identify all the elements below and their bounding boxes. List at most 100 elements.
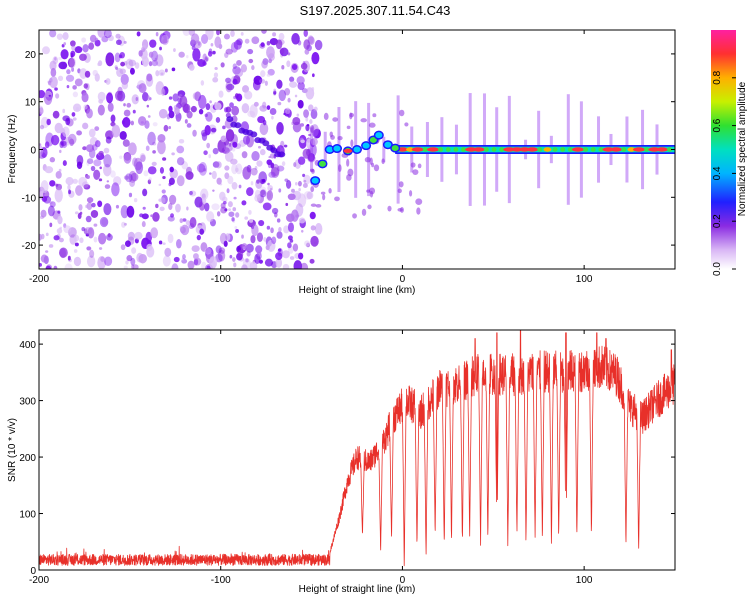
noise-speckle: [155, 70, 160, 77]
noise-speckle: [277, 248, 282, 252]
noise-speckle: [247, 48, 254, 55]
signal-hotspot: [583, 147, 589, 152]
noise-speckle: [128, 59, 137, 67]
noise-speckle: [232, 63, 237, 70]
signal-speckle: [332, 117, 339, 122]
snr-ytick-label: 200: [19, 453, 36, 464]
noise-speckle: [139, 213, 144, 218]
noise-speckle: [155, 31, 159, 37]
snr-xtick-label: 0: [400, 575, 406, 586]
noise-speckle: [94, 73, 100, 82]
noise-speckle: [82, 44, 89, 53]
noise-speckle: [99, 166, 102, 170]
noise-speckle: [125, 260, 129, 265]
noise-speckle: [168, 125, 172, 130]
noise-speckle: [199, 228, 205, 235]
noise-speckle: [145, 145, 150, 152]
transition-inner: [326, 146, 334, 153]
noise-speckle: [111, 124, 121, 138]
spectrogram-ytick-label: 10: [25, 98, 37, 109]
noise-speckle: [114, 52, 121, 63]
noise-speckle: [62, 61, 67, 70]
noise-speckle: [188, 64, 195, 71]
noise-speckle: [266, 41, 271, 46]
noise-speckle: [215, 245, 222, 254]
noise-speckle: [85, 175, 90, 180]
signal-speckle: [310, 203, 317, 207]
snr-frame: [38, 329, 676, 571]
noise-speckle: [306, 191, 314, 200]
noise-speckle: [268, 58, 272, 64]
noise-speckle: [131, 247, 137, 254]
noise-speckle: [266, 105, 271, 110]
noise-speckle: [175, 203, 181, 213]
noise-trace: [234, 122, 242, 129]
noise-speckle: [222, 125, 226, 130]
colorbar-label: Normalized spectral amplitude: [737, 81, 748, 216]
noise-speckle: [275, 39, 283, 50]
noise-speckle: [115, 66, 119, 70]
noise-speckle: [285, 179, 292, 189]
noise-speckle: [275, 252, 283, 261]
noise-speckle: [306, 123, 310, 127]
noise-speckle: [291, 209, 299, 222]
noise-speckle: [120, 205, 129, 219]
noise-speckle: [45, 250, 49, 253]
signal-speckle: [330, 135, 335, 140]
noise-speckle: [114, 90, 123, 101]
noise-speckle: [256, 160, 263, 167]
signal-hotspot: [627, 147, 636, 152]
noise-speckle: [86, 246, 92, 251]
noise-speckle: [100, 256, 105, 262]
noise-speckle: [123, 40, 127, 44]
noise-speckle: [49, 222, 53, 228]
noise-speckle: [81, 92, 89, 103]
noise-speckle: [57, 215, 63, 225]
colorbar: 0.0 0.2 0.4 0.6 0.8 Normalized spectral ampl…: [711, 30, 748, 276]
signal-speckle: [417, 163, 422, 169]
snr-series-line: [39, 330, 675, 567]
noise-speckle: [84, 70, 91, 78]
noise-speckle: [146, 243, 153, 251]
noise-speckle: [312, 128, 321, 139]
noise-speckle: [214, 66, 218, 70]
noise-speckle: [49, 60, 57, 71]
signal-speckle: [328, 188, 332, 194]
noise-speckle: [242, 166, 252, 180]
noise-speckle: [159, 167, 165, 174]
noise-speckle: [278, 227, 282, 233]
noise-speckle: [133, 157, 143, 171]
colorbar-ticks: 0.0 0.2 0.4 0.6 0.8: [712, 70, 736, 276]
noise-speckle: [86, 202, 93, 211]
noise-speckle: [72, 85, 77, 90]
noise-speckle: [152, 141, 157, 146]
noise-speckle: [73, 256, 82, 267]
snr-ytick-label: 400: [19, 340, 36, 351]
noise-speckle: [163, 124, 169, 132]
figure-title: S197.2025.307.11.54.C43: [300, 3, 451, 18]
noise-speckle: [169, 194, 177, 205]
noise-speckle: [241, 234, 244, 239]
spectrogram-xtick-label: 100: [576, 274, 593, 285]
noise-speckle: [103, 203, 112, 216]
noise-trace: [278, 151, 286, 158]
noise-speckle: [287, 193, 296, 201]
noise-speckle: [247, 110, 256, 118]
noise-speckle: [39, 262, 42, 267]
noise-speckle: [128, 192, 133, 198]
noise-speckle: [259, 122, 269, 136]
noise-speckle: [201, 261, 207, 269]
signal-speckle: [381, 158, 385, 165]
noise-speckle: [225, 81, 233, 93]
colorbar-tick-label: 0.4: [712, 166, 723, 180]
noise-speckle: [151, 161, 157, 167]
noise-speckle: [271, 115, 274, 120]
colorbar-gradient: [711, 30, 736, 269]
noise-speckle: [74, 242, 79, 247]
noise-speckle: [152, 212, 160, 222]
noise-speckle: [186, 54, 189, 59]
signal-speckle: [361, 208, 367, 216]
noise-speckle: [214, 102, 222, 111]
noise-speckle: [82, 146, 87, 151]
signal-hotspot: [571, 147, 584, 152]
